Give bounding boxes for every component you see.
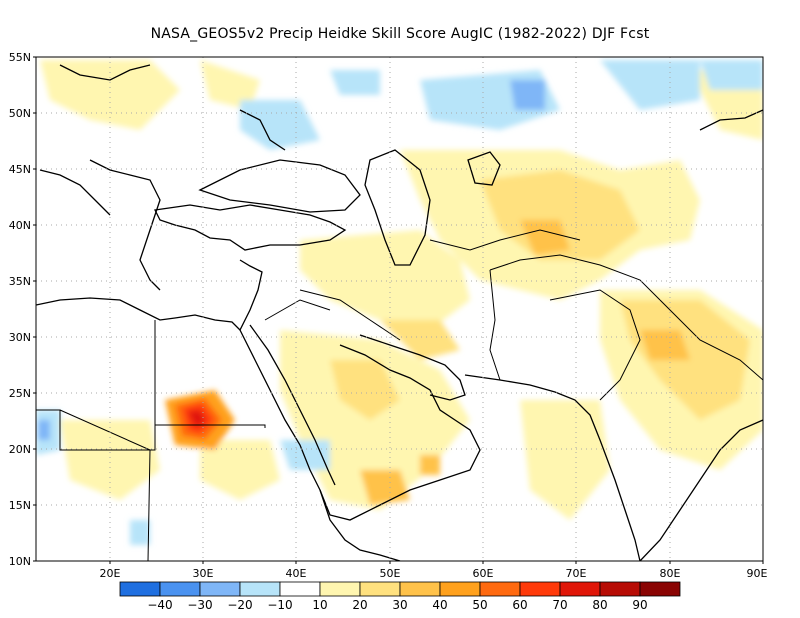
axis-ticks — [33, 56, 764, 564]
lon-label: 50E — [380, 567, 401, 580]
colorbar-label: 50 — [472, 598, 487, 612]
lat-label: 55N — [9, 51, 31, 64]
colorbar-swatch — [279, 581, 321, 597]
lat-label: 35N — [9, 275, 31, 288]
colorbar-label: 10 — [312, 598, 327, 612]
colorbar-swatch — [239, 581, 281, 597]
colorbar-label: 30 — [392, 598, 407, 612]
map-title: NASA_GEOS5v2 Precip Heidke Skill Score A… — [150, 26, 650, 42]
lat-label: 10N — [9, 555, 31, 568]
colorbar-label: −10 — [267, 598, 292, 612]
colorbar-swatch — [559, 581, 601, 597]
borders — [36, 229, 763, 561]
colorbar-label: 20 — [352, 598, 367, 612]
lat-label: 30N — [9, 331, 31, 344]
colorbar-swatch — [439, 581, 481, 597]
colorbar — [119, 581, 681, 597]
lon-label: 20E — [100, 567, 121, 580]
lon-label: 70E — [566, 567, 587, 580]
colorbar-swatch — [319, 581, 361, 597]
lat-label: 45N — [9, 163, 31, 176]
map-frame — [35, 56, 764, 562]
colorbar-label: −20 — [227, 598, 252, 612]
colorbar-label: 90 — [632, 598, 647, 612]
graticule — [36, 57, 763, 561]
coastlines — [36, 64, 763, 561]
colorbar-swatch — [639, 581, 681, 597]
lon-label: 80E — [660, 567, 681, 580]
colorbar-label: 80 — [592, 598, 607, 612]
colorbar-swatch — [159, 581, 201, 597]
lon-label: 30E — [193, 567, 214, 580]
lon-label: 90E — [747, 567, 768, 580]
skill-shading — [36, 60, 763, 545]
lon-label: 40E — [286, 567, 307, 580]
longitude-labels: 20E 30E 40E 50E 60E 70E 80E 90E — [100, 567, 768, 580]
lat-label: 50N — [9, 107, 31, 120]
colorbar-label: 40 — [432, 598, 447, 612]
colorbar-swatch — [359, 581, 401, 597]
latitude-labels: 55N 50N 45N 40N 35N 30N 25N 20N 15N 10N — [9, 51, 31, 568]
colorbar-swatch — [119, 581, 161, 597]
colorbar-swatch — [599, 581, 641, 597]
colorbar-label: 60 — [512, 598, 527, 612]
colorbar-label: −30 — [187, 598, 212, 612]
colorbar-swatch — [399, 581, 441, 597]
colorbar-label: 70 — [552, 598, 567, 612]
colorbar-swatch — [519, 581, 561, 597]
colorbar-swatch — [479, 581, 521, 597]
lat-label: 25N — [9, 387, 31, 400]
colorbar-labels: −40 −30 −20 −10 10 20 30 40 50 60 70 80 90 — [147, 598, 647, 612]
lon-label: 60E — [473, 567, 494, 580]
lat-label: 15N — [9, 499, 31, 512]
colorbar-label: −40 — [147, 598, 172, 612]
lat-label: 20N — [9, 443, 31, 456]
colorbar-swatch — [199, 581, 241, 597]
lat-label: 40N — [9, 219, 31, 232]
